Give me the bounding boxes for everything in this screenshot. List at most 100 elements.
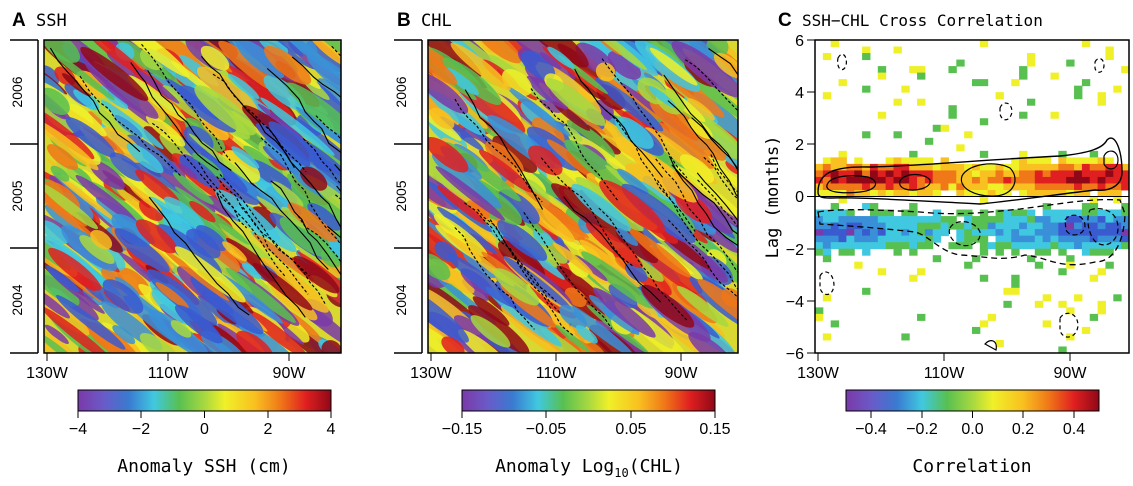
- heatmap-contour-line: [331, 45, 341, 57]
- correlation-cell: [1019, 222, 1028, 230]
- heatmap-anomaly-patch: [581, 251, 654, 309]
- heatmap-contour-line: [302, 138, 341, 185]
- correlation-cell: [877, 170, 887, 178]
- panel-b-heatmap: [428, 40, 738, 353]
- correlation-cell: [1074, 242, 1083, 250]
- heatmap-anomaly-patch: [428, 72, 469, 114]
- heatmap-anomaly-patch: [428, 40, 482, 78]
- correlation-cell: [1011, 209, 1020, 217]
- heatmap-anomaly-patch: [44, 188, 98, 242]
- panel-b-xtick-130w: 130W: [410, 365, 453, 382]
- correlation-cell: [830, 163, 840, 171]
- correlation-cell: [932, 163, 942, 171]
- correlation-cell: [948, 183, 957, 191]
- correlation-cell: [964, 189, 973, 197]
- correlation-cell: [901, 85, 910, 93]
- correlation-cell: [838, 196, 847, 204]
- correlation-cell: [822, 53, 832, 61]
- heatmap-anomaly-patch: [174, 304, 223, 344]
- correlation-cell: [1089, 203, 1099, 211]
- correlation-cell: [932, 216, 942, 224]
- correlation-cell: [830, 235, 840, 243]
- correlation-cell: [924, 157, 934, 165]
- correlation-cell: [1066, 235, 1075, 243]
- correlation-cell: [1089, 216, 1099, 224]
- correlation-cell: [1042, 189, 1051, 197]
- correlation-cell: [1081, 157, 1091, 165]
- correlation-cell: [979, 222, 989, 230]
- panel-c-title: SSH−CHL Cross Correlation: [802, 11, 1043, 30]
- heatmap-contour-line: [141, 43, 231, 161]
- correlation-cell: [862, 131, 871, 139]
- correlation-cell: [940, 183, 949, 191]
- correlation-cell: [893, 176, 902, 184]
- correlation-cell: [838, 170, 847, 178]
- correlation-cell: [1089, 170, 1099, 178]
- heatmap-anomaly-patch: [295, 106, 341, 144]
- heatmap-anomaly-patch: [521, 50, 556, 80]
- correlation-cell: [1105, 53, 1114, 61]
- correlation-cell: [1011, 79, 1020, 87]
- panel-c-contour-negative-outer: [817, 198, 1126, 266]
- correlation-cell: [1034, 248, 1044, 256]
- correlation-cell: [885, 189, 894, 197]
- panel-c-cbar-tick-1: −0.2: [906, 421, 938, 438]
- heatmap-contour-line: [667, 219, 738, 299]
- heatmap-anomaly-patch: [309, 40, 341, 69]
- correlation-cell: [1097, 229, 1106, 237]
- correlation-cell: [964, 170, 973, 178]
- correlation-cell: [1034, 216, 1044, 224]
- correlation-cell: [1026, 176, 1036, 184]
- correlation-cell: [909, 183, 918, 191]
- heatmap-anomaly-patch: [109, 152, 145, 182]
- correlation-cell: [917, 216, 926, 224]
- heatmap-anomaly-patch: [554, 324, 590, 353]
- correlation-cell: [995, 92, 1004, 100]
- correlation-cell: [924, 216, 934, 224]
- correlation-cell: [1113, 294, 1122, 302]
- correlation-cell: [822, 255, 832, 263]
- heatmap-contour-line: [708, 48, 738, 76]
- correlation-cell: [917, 222, 926, 230]
- correlation-cell: [893, 235, 902, 243]
- correlation-cell: [1042, 294, 1051, 302]
- heatmap-anomaly-patch: [583, 339, 606, 353]
- correlation-cell: [877, 268, 887, 276]
- heatmap-anomaly-patch: [532, 228, 553, 247]
- correlation-cell: [1026, 53, 1036, 61]
- correlation-cell: [1081, 176, 1091, 184]
- heatmap-anomaly-patch: [629, 147, 698, 203]
- heatmap-anomaly-patch: [457, 329, 514, 353]
- correlation-cell: [1105, 209, 1114, 217]
- correlation-cell: [1074, 157, 1083, 165]
- correlation-cell: [854, 189, 863, 197]
- correlation-cell: [1003, 176, 1012, 184]
- panel-c-ylabel: Lag (months): [763, 136, 783, 259]
- correlation-cell: [1081, 209, 1091, 217]
- correlation-cell: [924, 170, 934, 178]
- correlation-cell: [830, 183, 840, 191]
- correlation-cell: [877, 235, 887, 243]
- correlation-cell: [987, 242, 997, 250]
- heatmap-anomaly-patch: [428, 253, 451, 281]
- correlation-cell: [1019, 216, 1028, 224]
- heatmap-anomaly-patch: [547, 46, 575, 69]
- correlation-cell: [815, 242, 824, 250]
- correlation-cell: [979, 176, 989, 184]
- correlation-cell: [1034, 235, 1044, 243]
- heatmap-anomaly-patch: [236, 330, 275, 353]
- correlation-cell: [972, 326, 981, 334]
- correlation-cell: [1066, 222, 1075, 230]
- correlation-cell: [964, 163, 973, 171]
- correlation-cell: [893, 189, 902, 197]
- correlation-cell: [909, 242, 918, 250]
- correlation-cell: [1089, 313, 1099, 321]
- panel-a-xtick-130w: 130W: [26, 365, 69, 382]
- heatmap-anomaly-patch: [697, 278, 738, 333]
- correlation-cell: [877, 72, 887, 80]
- correlation-cell: [1097, 235, 1106, 243]
- correlation-cell: [822, 92, 832, 100]
- correlation-cell: [1089, 209, 1099, 217]
- correlation-cell: [964, 229, 973, 237]
- correlation-cell: [1003, 183, 1012, 191]
